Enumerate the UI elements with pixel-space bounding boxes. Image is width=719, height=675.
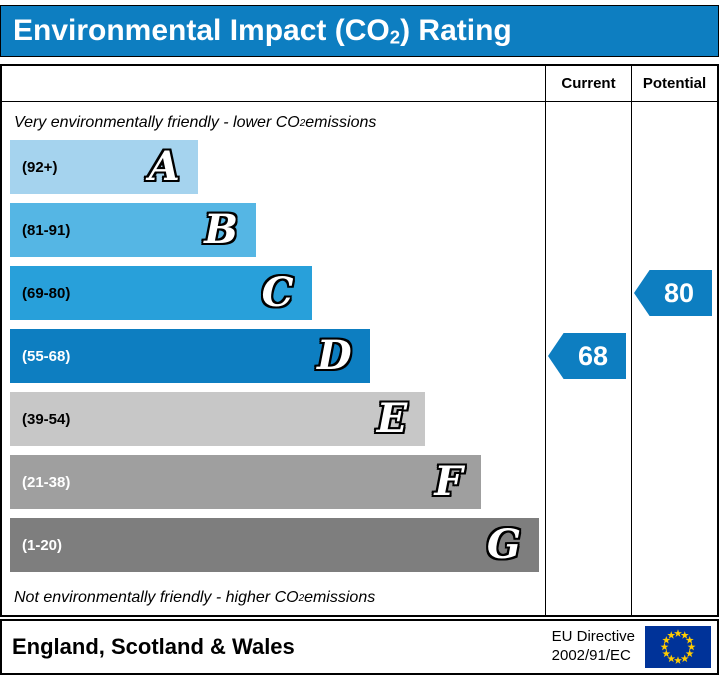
eu-directive-line1: EU Directive — [551, 628, 635, 646]
rating-bands: (92+) A (81-91) B (69-80) C (55-68) D (39-54) E (2… — [10, 140, 539, 572]
band-g: (1-20) G — [10, 518, 539, 572]
bottom-note-subscript: 2 — [298, 592, 305, 604]
chart-body: Very environmentally friendly - lower CO… — [2, 102, 717, 615]
band-letter: F — [434, 458, 463, 505]
band-letter: E — [376, 395, 408, 442]
region-label: England, Scotland & Wales — [12, 634, 295, 659]
band-d: (55-68) D — [10, 329, 539, 383]
top-note: Very environmentally friendly - lower CO… — [10, 106, 539, 140]
title-pre: Environmental Impact (CO — [13, 13, 390, 47]
band-bar-g: (1-20) G — [10, 518, 539, 572]
band-bar-a: (92+) A — [10, 140, 198, 194]
band-bar-c: (69-80) C — [10, 266, 312, 320]
title-post: ) Rating — [400, 13, 512, 47]
current-column: 68 — [545, 102, 631, 615]
band-bar-d: (55-68) D — [10, 329, 370, 383]
eu-flag-icon — [645, 626, 711, 668]
chart-header-spacer — [2, 66, 545, 101]
footer-bar: England, Scotland & Wales EU Directive 2… — [0, 619, 719, 675]
band-e: (39-54) E — [10, 392, 539, 446]
band-b: (81-91) B — [10, 203, 539, 257]
band-range-label: (21-38) — [22, 473, 71, 491]
band-bar-b: (81-91) B — [10, 203, 256, 257]
title-subscript: 2 — [389, 26, 401, 48]
rating-chart: Current Potential Very environmentally f… — [0, 64, 719, 617]
band-range-label: (39-54) — [22, 410, 71, 428]
eu-directive-line2: 2002/91/EC — [551, 647, 631, 664]
band-f: (21-38) F — [10, 455, 539, 509]
bands-area: Very environmentally friendly - lower CO… — [2, 102, 545, 615]
bottom-note: Not environmentally friendly - higher CO… — [10, 581, 539, 615]
top-note-post: emissions — [305, 114, 377, 131]
potential-rating-value: 80 — [663, 277, 695, 308]
band-range-label: (81-91) — [22, 221, 71, 239]
bottom-note-pre: Not environmentally friendly - higher CO — [14, 589, 299, 606]
band-letter: D — [317, 332, 352, 379]
band-letter: A — [148, 143, 180, 190]
current-rating-marker: 68 — [548, 333, 626, 379]
potential-column-header: Potential — [631, 66, 717, 101]
potential-rating-marker: 80 — [634, 270, 712, 316]
band-range-label: (1-20) — [22, 536, 63, 554]
band-range-label: (69-80) — [22, 284, 71, 302]
top-note-pre: Very environmentally friendly - lower CO — [14, 114, 300, 131]
current-column-header: Current — [545, 66, 631, 101]
band-letter: B — [204, 206, 238, 253]
bottom-note-post: emissions — [304, 589, 376, 606]
page-title-text: Environmental Impact (CO2) Rating — [13, 14, 512, 48]
band-range-label: (55-68) — [22, 347, 71, 365]
top-note-subscript: 2 — [299, 117, 306, 129]
page-title: Environmental Impact (CO2) Rating — [0, 5, 719, 57]
band-a: (92+) A — [10, 140, 539, 194]
band-bar-e: (39-54) E — [10, 392, 426, 446]
eu-directive-label: EU Directive 2002/91/EC — [552, 628, 635, 666]
band-c: (69-80) C — [10, 266, 539, 320]
chart-header-row: Current Potential — [2, 66, 717, 102]
current-rating-value: 68 — [577, 340, 609, 371]
potential-column: 80 — [631, 102, 717, 615]
band-range-label: (92+) — [22, 158, 58, 176]
band-letter: G — [486, 521, 521, 568]
band-letter: C — [261, 269, 294, 316]
band-bar-f: (21-38) F — [10, 455, 481, 509]
